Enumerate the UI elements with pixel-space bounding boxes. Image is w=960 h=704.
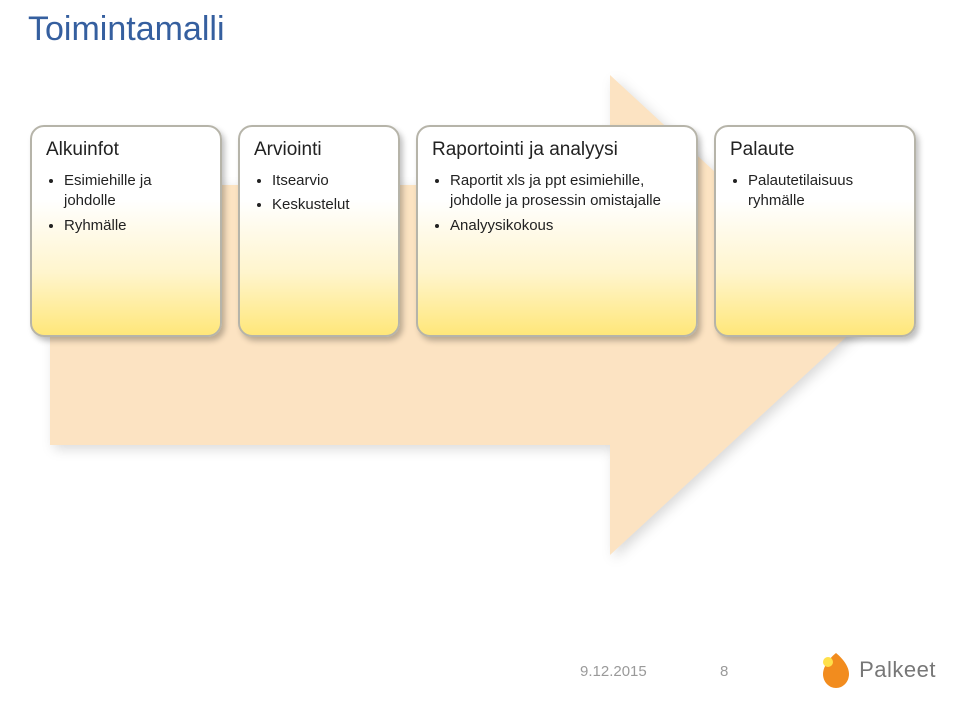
card-title: Arviointi [254, 139, 384, 161]
card-item: Keskustelut [272, 195, 384, 215]
logo-text: Palkeet [859, 657, 936, 683]
card-title: Alkuinfot [46, 139, 206, 161]
card-arviointi: Arviointi Itsearvio Keskustelut [238, 125, 400, 337]
page-title: Toimintamalli [28, 10, 225, 49]
card-item: Ryhmälle [64, 216, 206, 236]
process-cards-row: Alkuinfot Esimiehille ja johdolle Ryhmäl… [30, 125, 930, 337]
card-item: Raportit xls ja ppt esimiehille, johdoll… [450, 171, 682, 212]
card-items: Esimiehille ja johdolle Ryhmälle [46, 171, 206, 236]
logo: Palkeet [819, 650, 936, 690]
card-item: Palautetilaisuus ryhmälle [748, 171, 900, 212]
card-title: Raportointi ja analyysi [432, 139, 682, 161]
card-items: Itsearvio Keskustelut [254, 171, 384, 216]
card-alkuinfot: Alkuinfot Esimiehille ja johdolle Ryhmäl… [30, 125, 222, 337]
card-items: Raportit xls ja ppt esimiehille, johdoll… [432, 171, 682, 236]
card-item: Analyysikokous [450, 216, 682, 236]
card-title: Palaute [730, 139, 900, 161]
card-palaute: Palaute Palautetilaisuus ryhmälle [714, 125, 916, 337]
logo-mark-icon [819, 650, 853, 690]
card-items: Palautetilaisuus ryhmälle [730, 171, 900, 212]
card-raportointi: Raportointi ja analyysi Raportit xls ja … [416, 125, 698, 337]
footer-page-number: 8 [720, 663, 728, 680]
card-item: Esimiehille ja johdolle [64, 171, 206, 212]
footer-date: 9.12.2015 [580, 663, 647, 680]
card-item: Itsearvio [272, 171, 384, 191]
